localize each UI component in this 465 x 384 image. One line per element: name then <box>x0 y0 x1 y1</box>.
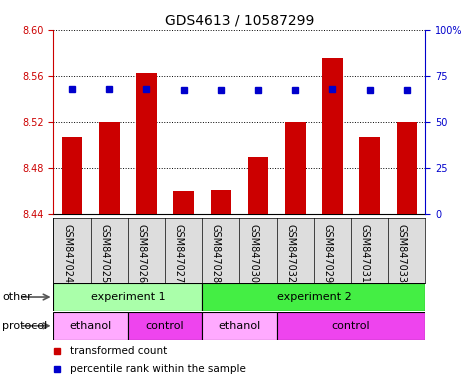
Bar <box>128 312 202 340</box>
Bar <box>277 312 425 340</box>
Bar <box>202 312 277 340</box>
Text: experiment 1: experiment 1 <box>91 292 165 302</box>
Bar <box>136 73 157 214</box>
Bar <box>397 122 417 214</box>
Text: GSM847028: GSM847028 <box>211 224 221 283</box>
Text: ethanol: ethanol <box>70 321 112 331</box>
Bar <box>211 190 231 214</box>
Title: GDS4613 / 10587299: GDS4613 / 10587299 <box>165 13 314 27</box>
Text: GSM847025: GSM847025 <box>99 224 109 283</box>
Bar <box>359 137 380 214</box>
Text: other: other <box>2 292 32 302</box>
Text: GSM847031: GSM847031 <box>359 224 370 283</box>
Text: GSM847032: GSM847032 <box>285 224 295 283</box>
Bar <box>248 157 268 214</box>
Text: GSM847024: GSM847024 <box>62 224 72 283</box>
Bar <box>173 191 194 214</box>
Text: experiment 2: experiment 2 <box>277 292 351 302</box>
Text: control: control <box>332 321 371 331</box>
Bar <box>53 312 128 340</box>
Bar <box>322 58 343 214</box>
Text: GSM847026: GSM847026 <box>136 224 146 283</box>
Text: GSM847030: GSM847030 <box>248 224 258 283</box>
Text: GSM847033: GSM847033 <box>397 224 407 283</box>
Text: protocol: protocol <box>2 321 47 331</box>
Text: GSM847027: GSM847027 <box>173 224 184 283</box>
Bar <box>62 137 82 214</box>
Bar <box>53 283 202 311</box>
Text: ethanol: ethanol <box>219 321 260 331</box>
Bar <box>202 283 425 311</box>
Text: percentile rank within the sample: percentile rank within the sample <box>70 364 246 374</box>
Text: transformed count: transformed count <box>70 346 167 356</box>
Text: GSM847029: GSM847029 <box>322 224 332 283</box>
Text: control: control <box>146 321 185 331</box>
Bar <box>285 122 306 214</box>
Bar <box>99 122 120 214</box>
